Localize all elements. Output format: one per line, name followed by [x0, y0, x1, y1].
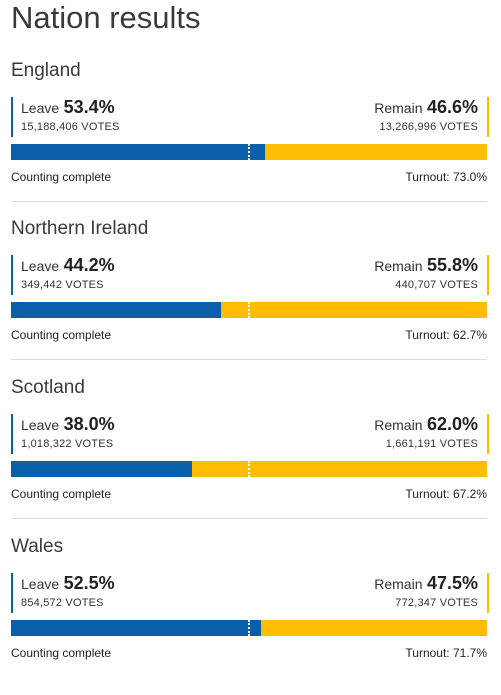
nation-name: Scotland — [11, 377, 85, 398]
remain-percentage: 62.0% — [426, 414, 478, 434]
nation-results-page: Nation results England Leave 53.4% 15,18… — [0, 0, 501, 660]
counting-status: Counting complete — [11, 646, 112, 660]
leave-label: Leave — [21, 100, 60, 116]
nation-name: England — [11, 60, 81, 81]
turnout: Turnout: 71.7% — [405, 646, 487, 660]
leave-result: Leave 44.2% 349,442 VOTES — [11, 255, 115, 295]
counting-status: Counting complete — [11, 487, 112, 501]
remain-percentage: 55.8% — [426, 255, 478, 275]
section-divider — [11, 201, 487, 202]
section-divider — [11, 359, 487, 360]
leave-bar-fill — [11, 620, 261, 636]
leave-votes: 854,572 VOTES — [21, 597, 104, 609]
remain-votes: 772,347 VOTES — [395, 597, 478, 609]
leave-votes: 15,188,406 VOTES — [21, 121, 120, 133]
counting-status: Counting complete — [11, 170, 112, 184]
remain-result: Remain 55.8% 440,707 VOTES — [374, 255, 489, 295]
result-bar — [11, 144, 487, 160]
nation-northern-ireland: Northern Ireland Leave 44.2% 349,442 VOT… — [0, 217, 501, 377]
leave-percentage: 44.2% — [63, 255, 115, 275]
nation-scotland: Scotland Leave 38.0% 1,018,322 VOTES Rem… — [0, 376, 501, 536]
remain-votes: 13,266,996 VOTES — [379, 121, 478, 133]
leave-bar-fill — [11, 461, 192, 477]
leave-label: Leave — [21, 258, 60, 274]
leave-result: Leave 38.0% 1,018,322 VOTES — [11, 414, 115, 454]
leave-result: Leave 53.4% 15,188,406 VOTES — [11, 97, 120, 137]
remain-percentage: 47.5% — [426, 573, 478, 593]
remain-label: Remain — [374, 100, 423, 116]
nation-name: Northern Ireland — [11, 218, 149, 239]
result-bar — [11, 461, 487, 477]
leave-result: Leave 52.5% 854,572 VOTES — [11, 573, 115, 613]
remain-label: Remain — [374, 576, 423, 592]
leave-bar-fill — [11, 302, 222, 318]
turnout: Turnout: 73.0% — [405, 170, 487, 184]
turnout: Turnout: 62.7% — [405, 328, 487, 342]
leave-percentage: 38.0% — [63, 414, 115, 434]
majority-midline — [248, 620, 250, 636]
result-bar — [11, 302, 487, 318]
turnout: Turnout: 67.2% — [405, 487, 487, 501]
section-divider — [11, 518, 487, 519]
nation-name: Wales — [11, 536, 64, 557]
remain-percentage: 46.6% — [426, 97, 478, 117]
nation-wales: Wales Leave 52.5% 854,572 VOTES Remain 4… — [0, 535, 501, 695]
remain-result: Remain 46.6% 13,266,996 VOTES — [374, 97, 489, 137]
result-bar — [11, 620, 487, 636]
majority-midline — [248, 144, 250, 160]
remain-votes: 1,661,191 VOTES — [385, 438, 478, 450]
leave-votes: 1,018,322 VOTES — [21, 438, 114, 450]
leave-percentage: 52.5% — [63, 573, 115, 593]
leave-label: Leave — [21, 417, 60, 433]
remain-result: Remain 62.0% 1,661,191 VOTES — [374, 414, 489, 454]
majority-midline — [248, 461, 250, 477]
remain-label: Remain — [374, 417, 423, 433]
remain-label: Remain — [374, 258, 423, 274]
leave-bar-fill — [11, 144, 266, 160]
leave-label: Leave — [21, 576, 60, 592]
page-title: Nation results — [11, 0, 201, 35]
majority-midline — [248, 302, 250, 318]
counting-status: Counting complete — [11, 328, 112, 342]
leave-votes: 349,442 VOTES — [21, 279, 104, 291]
nation-england: England Leave 53.4% 15,188,406 VOTES Rem… — [0, 59, 501, 219]
leave-percentage: 53.4% — [63, 97, 115, 117]
remain-result: Remain 47.5% 772,347 VOTES — [374, 573, 489, 613]
remain-votes: 440,707 VOTES — [395, 279, 478, 291]
